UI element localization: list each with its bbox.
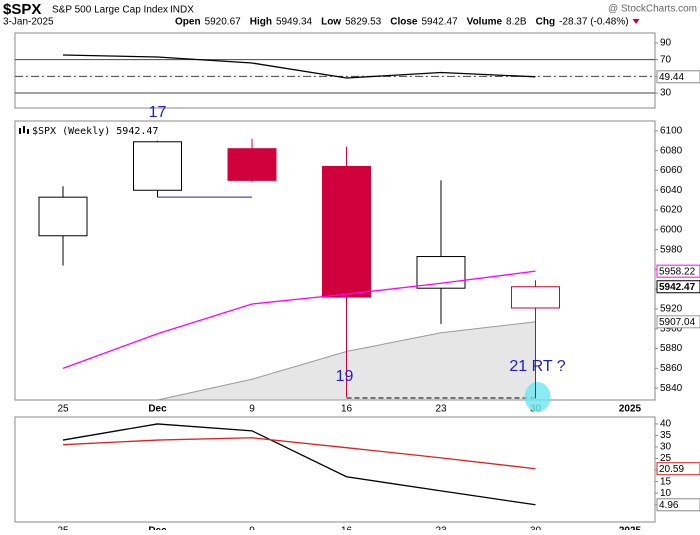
y-tick-label: 5920 <box>660 304 683 315</box>
security-name: S&P 500 Large Cap Index <box>52 5 168 16</box>
y-tick-label: 6060 <box>660 165 683 176</box>
x-tick-label: 23 <box>435 404 447 415</box>
x-tick-label: 30 <box>530 526 542 530</box>
panel-border <box>14 416 656 523</box>
y-tick-label: 5840 <box>660 383 683 394</box>
date: 3-Jan-2025 <box>3 17 54 28</box>
y-tick-label: 10 <box>660 488 672 499</box>
x-tick-label: 25 <box>57 404 69 415</box>
annotation: 21 RT ? <box>509 358 565 375</box>
quote-label: Close <box>390 17 418 28</box>
x-tick-label: 9 <box>249 526 255 530</box>
y-tick-label: 40 <box>660 419 672 430</box>
y-tick-label: 90 <box>660 38 672 49</box>
last-value-box <box>656 264 700 278</box>
quote-value: 5949.34 <box>276 17 313 28</box>
quote-label: High <box>250 17 272 28</box>
candle-body <box>227 148 277 181</box>
y-tick-label: 6080 <box>660 145 683 156</box>
quote-value: 8.2B <box>506 17 527 28</box>
y-tick-label: 6100 <box>660 126 683 137</box>
y-tick-label: 6000 <box>660 224 683 235</box>
candle-body <box>322 166 371 298</box>
x-tick-label: 23 <box>435 526 447 530</box>
source: @ StockCharts.com <box>608 4 697 15</box>
last-value-label: 5907.04 <box>659 317 696 328</box>
last-value-label: 5958.22 <box>659 266 696 277</box>
x-tick-label: 2025 <box>619 404 642 415</box>
last-value-label: 49.44 <box>659 72 684 83</box>
symbol: $SPX <box>3 1 41 18</box>
last-value-label: 20.59 <box>659 464 684 475</box>
line <box>62 437 536 470</box>
candle-body <box>38 196 88 237</box>
last-value-label: 5942.47 <box>659 282 696 293</box>
legend-icon <box>19 126 29 134</box>
x-tick-label: 16 <box>341 526 353 530</box>
quote-label: Open <box>175 17 201 28</box>
exchange: INDX <box>170 5 194 16</box>
y-tick-label: 5860 <box>660 363 683 374</box>
x-tick-label: Dec <box>148 526 167 530</box>
y-tick-label: 15 <box>660 476 672 487</box>
change-arrow <box>632 19 640 24</box>
legend-text: $SPX (Weekly) 5942.47 <box>32 126 158 137</box>
x-tick-label: 16 <box>341 404 353 415</box>
y-tick-label: 30 <box>660 88 672 99</box>
line <box>62 270 536 369</box>
last-value-box <box>656 498 700 512</box>
quote-value: 5920.67 <box>205 17 242 28</box>
last-value-label: 4.96 <box>659 500 679 511</box>
y-tick-label: 6040 <box>660 185 683 196</box>
panel-border <box>14 32 656 109</box>
annotation: 17 <box>149 104 167 121</box>
quote-label: Low <box>321 17 341 28</box>
x-tick-label: Dec <box>148 404 167 415</box>
y-tick-label: 35 <box>660 430 672 441</box>
y-tick-label: 70 <box>660 54 672 65</box>
last-value-box <box>656 462 700 476</box>
y-tick-label: 25 <box>660 453 672 464</box>
candle-body <box>511 286 560 309</box>
quote-label: Chg <box>536 17 555 28</box>
annotation: 19 <box>336 368 354 385</box>
last-value-box <box>656 70 700 84</box>
x-tick-label: 2025 <box>619 526 642 530</box>
quote-value: -28.37 (-0.48%) <box>559 17 628 28</box>
line <box>62 54 536 79</box>
last-value-box <box>656 280 700 294</box>
line <box>62 423 536 506</box>
y-tick-label: 30 <box>660 442 672 453</box>
y-tick-label: 6020 <box>660 205 683 216</box>
quote-value: 5829.53 <box>345 17 382 28</box>
x-tick-label: 9 <box>249 404 255 415</box>
highlight <box>524 382 551 413</box>
x-tick-label: 25 <box>57 526 69 530</box>
y-tick-label: 5980 <box>660 244 683 255</box>
y-tick-label: 5880 <box>660 343 683 354</box>
last-value-box <box>656 315 700 329</box>
y-tick-label: 5900 <box>660 323 683 334</box>
quote-value: 5942.47 <box>421 17 458 28</box>
quote-label: Volume <box>467 17 503 28</box>
candle-body <box>133 141 182 191</box>
